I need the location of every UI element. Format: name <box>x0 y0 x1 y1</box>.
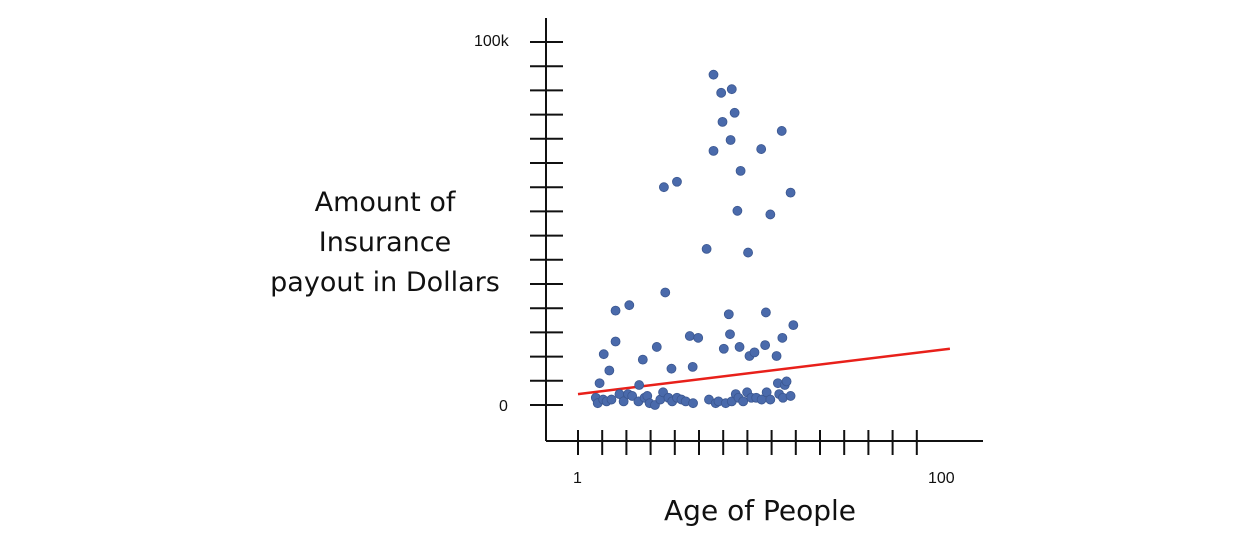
data-point <box>708 69 719 80</box>
data-point <box>765 394 776 405</box>
data-point <box>717 116 728 127</box>
y-axis-label-line-3: payout in Dollars <box>270 267 500 298</box>
data-point <box>604 365 615 376</box>
data-point <box>672 176 682 187</box>
data-point <box>666 363 677 374</box>
data-point <box>716 87 727 98</box>
data-point <box>684 331 695 341</box>
data-point <box>771 351 782 361</box>
data-point <box>637 354 648 365</box>
data-point <box>659 182 669 193</box>
data-point <box>729 107 740 118</box>
x-axis-label: Age of People <box>664 494 856 527</box>
y-axis-label-line-1: Amount of <box>314 187 456 218</box>
data-point <box>781 376 792 387</box>
data-point <box>606 394 617 405</box>
data-point <box>765 209 776 220</box>
x-tick-label-min: 1 <box>573 470 582 487</box>
data-point <box>651 342 662 352</box>
data-point <box>634 380 645 390</box>
data-point <box>725 329 735 340</box>
data-point <box>624 300 635 311</box>
data-point <box>756 144 767 154</box>
data-point <box>701 244 712 254</box>
y-tick-label-min: 0 <box>499 398 508 415</box>
data-point <box>687 361 698 372</box>
x-tick-label-max: 100 <box>928 470 955 487</box>
points-group <box>590 69 799 410</box>
trend-line <box>577 347 951 396</box>
data-point <box>732 205 743 216</box>
data-point <box>743 247 753 258</box>
data-point <box>610 305 621 316</box>
data-point <box>760 307 771 318</box>
data-point <box>660 287 671 298</box>
data-point <box>726 84 737 95</box>
data-point <box>725 135 736 145</box>
data-point <box>785 187 796 198</box>
axes <box>530 18 983 455</box>
data-point <box>688 398 698 409</box>
data-point <box>610 336 621 347</box>
data-point <box>738 396 749 407</box>
data-point <box>618 396 629 407</box>
y-axis-label-line-2: Insurance <box>318 227 452 258</box>
data-point <box>785 391 796 401</box>
trend-line-group <box>577 347 951 396</box>
data-point <box>594 378 605 389</box>
data-point <box>749 347 760 358</box>
data-point <box>788 320 799 331</box>
data-point <box>735 165 746 176</box>
data-point <box>760 340 771 351</box>
data-point <box>708 145 719 156</box>
data-point <box>734 342 745 352</box>
data-point <box>723 309 734 320</box>
data-point <box>718 343 729 354</box>
data-point <box>693 332 704 343</box>
data-point <box>598 349 609 360</box>
data-point <box>777 332 788 343</box>
data-point <box>776 126 787 136</box>
y-tick-label-max: 100k <box>474 33 509 50</box>
data-point <box>627 391 638 401</box>
